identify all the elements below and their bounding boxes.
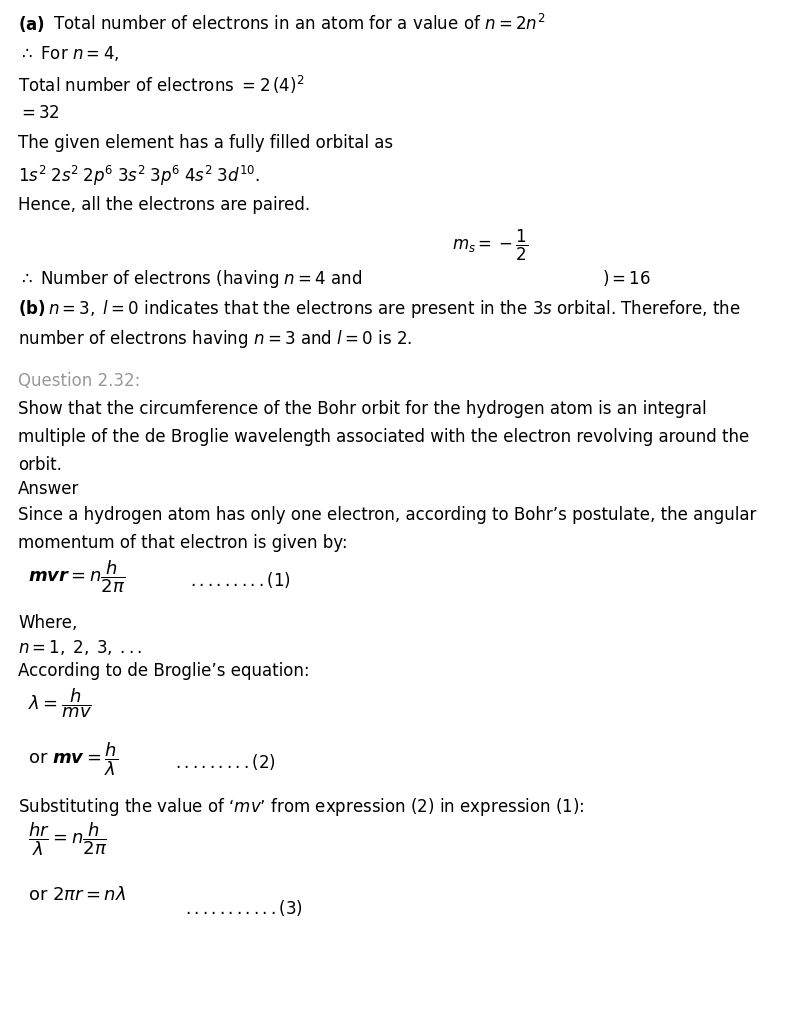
Text: $\therefore$ Number of electrons (having $n = 4$ and: $\therefore$ Number of electrons (having… <box>18 268 363 289</box>
Text: $\mathbf{(b)}$: $\mathbf{(b)}$ <box>18 298 45 318</box>
Text: Hence, all the electrons are paired.: Hence, all the electrons are paired. <box>18 196 310 214</box>
Text: $.........(1)$: $.........(1)$ <box>190 570 291 589</box>
Text: According to de Broglie’s equation:: According to de Broglie’s equation: <box>18 661 309 680</box>
Text: $= 32$: $= 32$ <box>18 104 60 122</box>
Text: or $\boldsymbol{mv} = \dfrac{h}{\lambda}$: or $\boldsymbol{mv} = \dfrac{h}{\lambda}… <box>28 739 118 776</box>
Text: Answer: Answer <box>18 480 80 497</box>
Text: $\therefore$ For $n = 4,$: $\therefore$ For $n = 4,$ <box>18 44 119 63</box>
Text: Total number of electrons in an atom for a value of $n = 2n^2$: Total number of electrons in an atom for… <box>48 14 545 34</box>
Text: $) = 16$: $) = 16$ <box>602 268 651 287</box>
Text: Show that the circumference of the Bohr orbit for the hydrogen atom is an integr: Show that the circumference of the Bohr … <box>18 399 707 418</box>
Text: number of electrons having $n = 3$ and $l = 0$ is 2.: number of electrons having $n = 3$ and $… <box>18 328 412 350</box>
Text: momentum of that electron is given by:: momentum of that electron is given by: <box>18 534 347 551</box>
Text: Substituting the value of ‘$mv$’ from expression (2) in expression (1):: Substituting the value of ‘$mv$’ from ex… <box>18 795 584 817</box>
Text: $\mathbf{(a)}$: $\mathbf{(a)}$ <box>18 14 45 34</box>
Text: $\dfrac{hr}{\lambda} = n\dfrac{h}{2\pi}$: $\dfrac{hr}{\lambda} = n\dfrac{h}{2\pi}$ <box>28 819 107 857</box>
Text: $\boldsymbol{m_s} = -\dfrac{1}{2}$: $\boldsymbol{m_s} = -\dfrac{1}{2}$ <box>452 228 528 263</box>
Text: $1s^2\;2s^2\;2p^6\;3s^2\;3p^6\;4s^2\;3d^{10}.$: $1s^2\;2s^2\;2p^6\;3s^2\;3p^6\;4s^2\;3d^… <box>18 164 260 187</box>
Text: Question 2.32:: Question 2.32: <box>18 372 141 389</box>
Text: $n = 1,\; 2,\; 3,\; ...$: $n = 1,\; 2,\; 3,\; ...$ <box>18 637 142 656</box>
Text: Since a hydrogen atom has only one electron, according to Bohr’s postulate, the : Since a hydrogen atom has only one elect… <box>18 505 756 524</box>
Text: The given element has a fully filled orbital as: The given element has a fully filled orb… <box>18 133 393 152</box>
Text: $.........(2)$: $.........(2)$ <box>175 751 276 771</box>
Text: $n = 3,\; l = 0$ indicates that the electrons are present in the 3$s$ orbital. T: $n = 3,\; l = 0$ indicates that the elec… <box>48 298 741 320</box>
Text: orbit.: orbit. <box>18 455 62 474</box>
Text: $\lambda = \dfrac{h}{mv}$: $\lambda = \dfrac{h}{mv}$ <box>28 686 92 719</box>
Text: Where,: Where, <box>18 613 77 632</box>
Text: Total number of electrons $= 2\,(4)^2$: Total number of electrons $= 2\,(4)^2$ <box>18 74 304 96</box>
Text: or $2\pi r = n\lambda$: or $2\pi r = n\lambda$ <box>28 886 126 903</box>
Text: $...........(3)$: $...........(3)$ <box>185 897 303 917</box>
Text: multiple of the de Broglie wavelength associated with the electron revolving aro: multiple of the de Broglie wavelength as… <box>18 428 749 445</box>
Text: $\boldsymbol{mvr} = n\dfrac{h}{2\pi}$: $\boldsymbol{mvr} = n\dfrac{h}{2\pi}$ <box>28 557 126 594</box>
